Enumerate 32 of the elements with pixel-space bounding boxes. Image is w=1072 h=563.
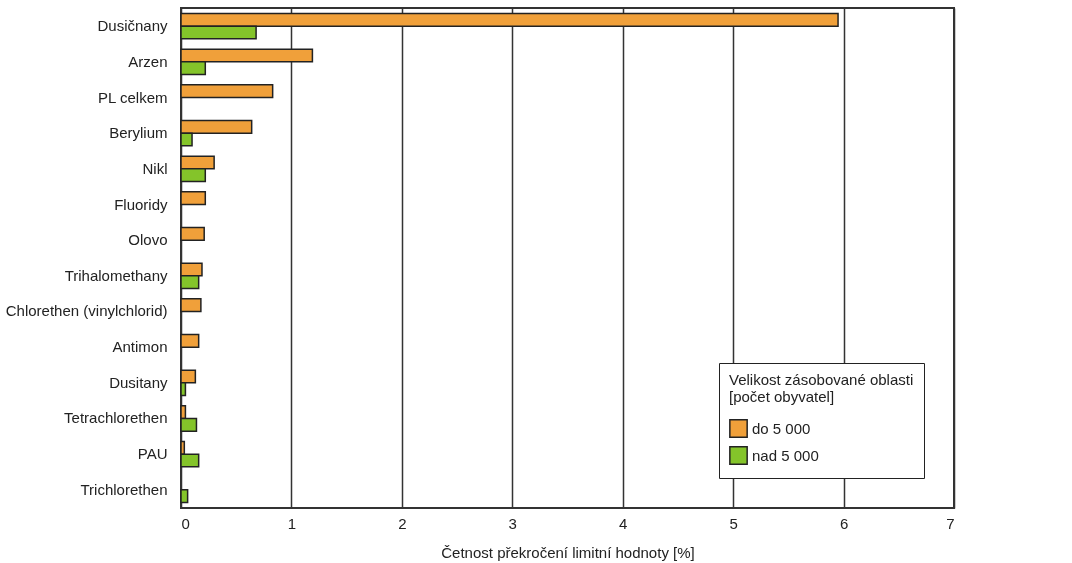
legend-title: Velikost zásobované oblasti [počet obyvatel] bbox=[729, 371, 914, 405]
y-tick-label: Chlorethen (vinylchlorid) bbox=[5, 302, 168, 320]
y-tick-label: Trihalomethany bbox=[64, 266, 168, 284]
y-tick-label: PL celkem bbox=[98, 88, 168, 106]
x-tick-label: 6 bbox=[839, 514, 849, 532]
x-axis-title: Četnost překročení limitní hodnoty [%] bbox=[441, 543, 695, 561]
x-tick-label: 1 bbox=[287, 514, 297, 532]
legend-label: nad 5 000 bbox=[752, 446, 819, 464]
y-tick-label: Fluoridy bbox=[114, 195, 168, 213]
y-tick-label: Tetrachlorethen bbox=[64, 409, 168, 427]
y-tick-label: Antimon bbox=[112, 338, 168, 356]
x-tick-label: 3 bbox=[508, 514, 517, 532]
y-tick-label: Olovo bbox=[128, 231, 168, 249]
bar bbox=[180, 333, 200, 348]
bar bbox=[180, 298, 202, 313]
x-tick-label: 7 bbox=[946, 514, 955, 532]
bar bbox=[180, 489, 189, 504]
y-tick-label: Dusičnany bbox=[97, 17, 168, 35]
bar bbox=[180, 226, 205, 241]
y-tick-label: Arzen bbox=[128, 52, 168, 70]
x-tick-label: 2 bbox=[398, 514, 407, 532]
x-tick-label: 5 bbox=[729, 514, 738, 532]
x-tick-label: 4 bbox=[619, 514, 628, 532]
y-tick-label: Berylium bbox=[109, 124, 168, 142]
y-tick-label: Nikl bbox=[142, 159, 168, 177]
y-tick-label: Dusitany bbox=[109, 373, 168, 391]
bar bbox=[180, 191, 207, 206]
x-tick-label: 0 bbox=[181, 514, 190, 532]
y-tick-label: Trichlorethen bbox=[80, 480, 168, 498]
y-tick-label: PAU bbox=[137, 445, 168, 463]
bar bbox=[180, 84, 274, 99]
legend-label: do 5 000 bbox=[752, 419, 811, 437]
